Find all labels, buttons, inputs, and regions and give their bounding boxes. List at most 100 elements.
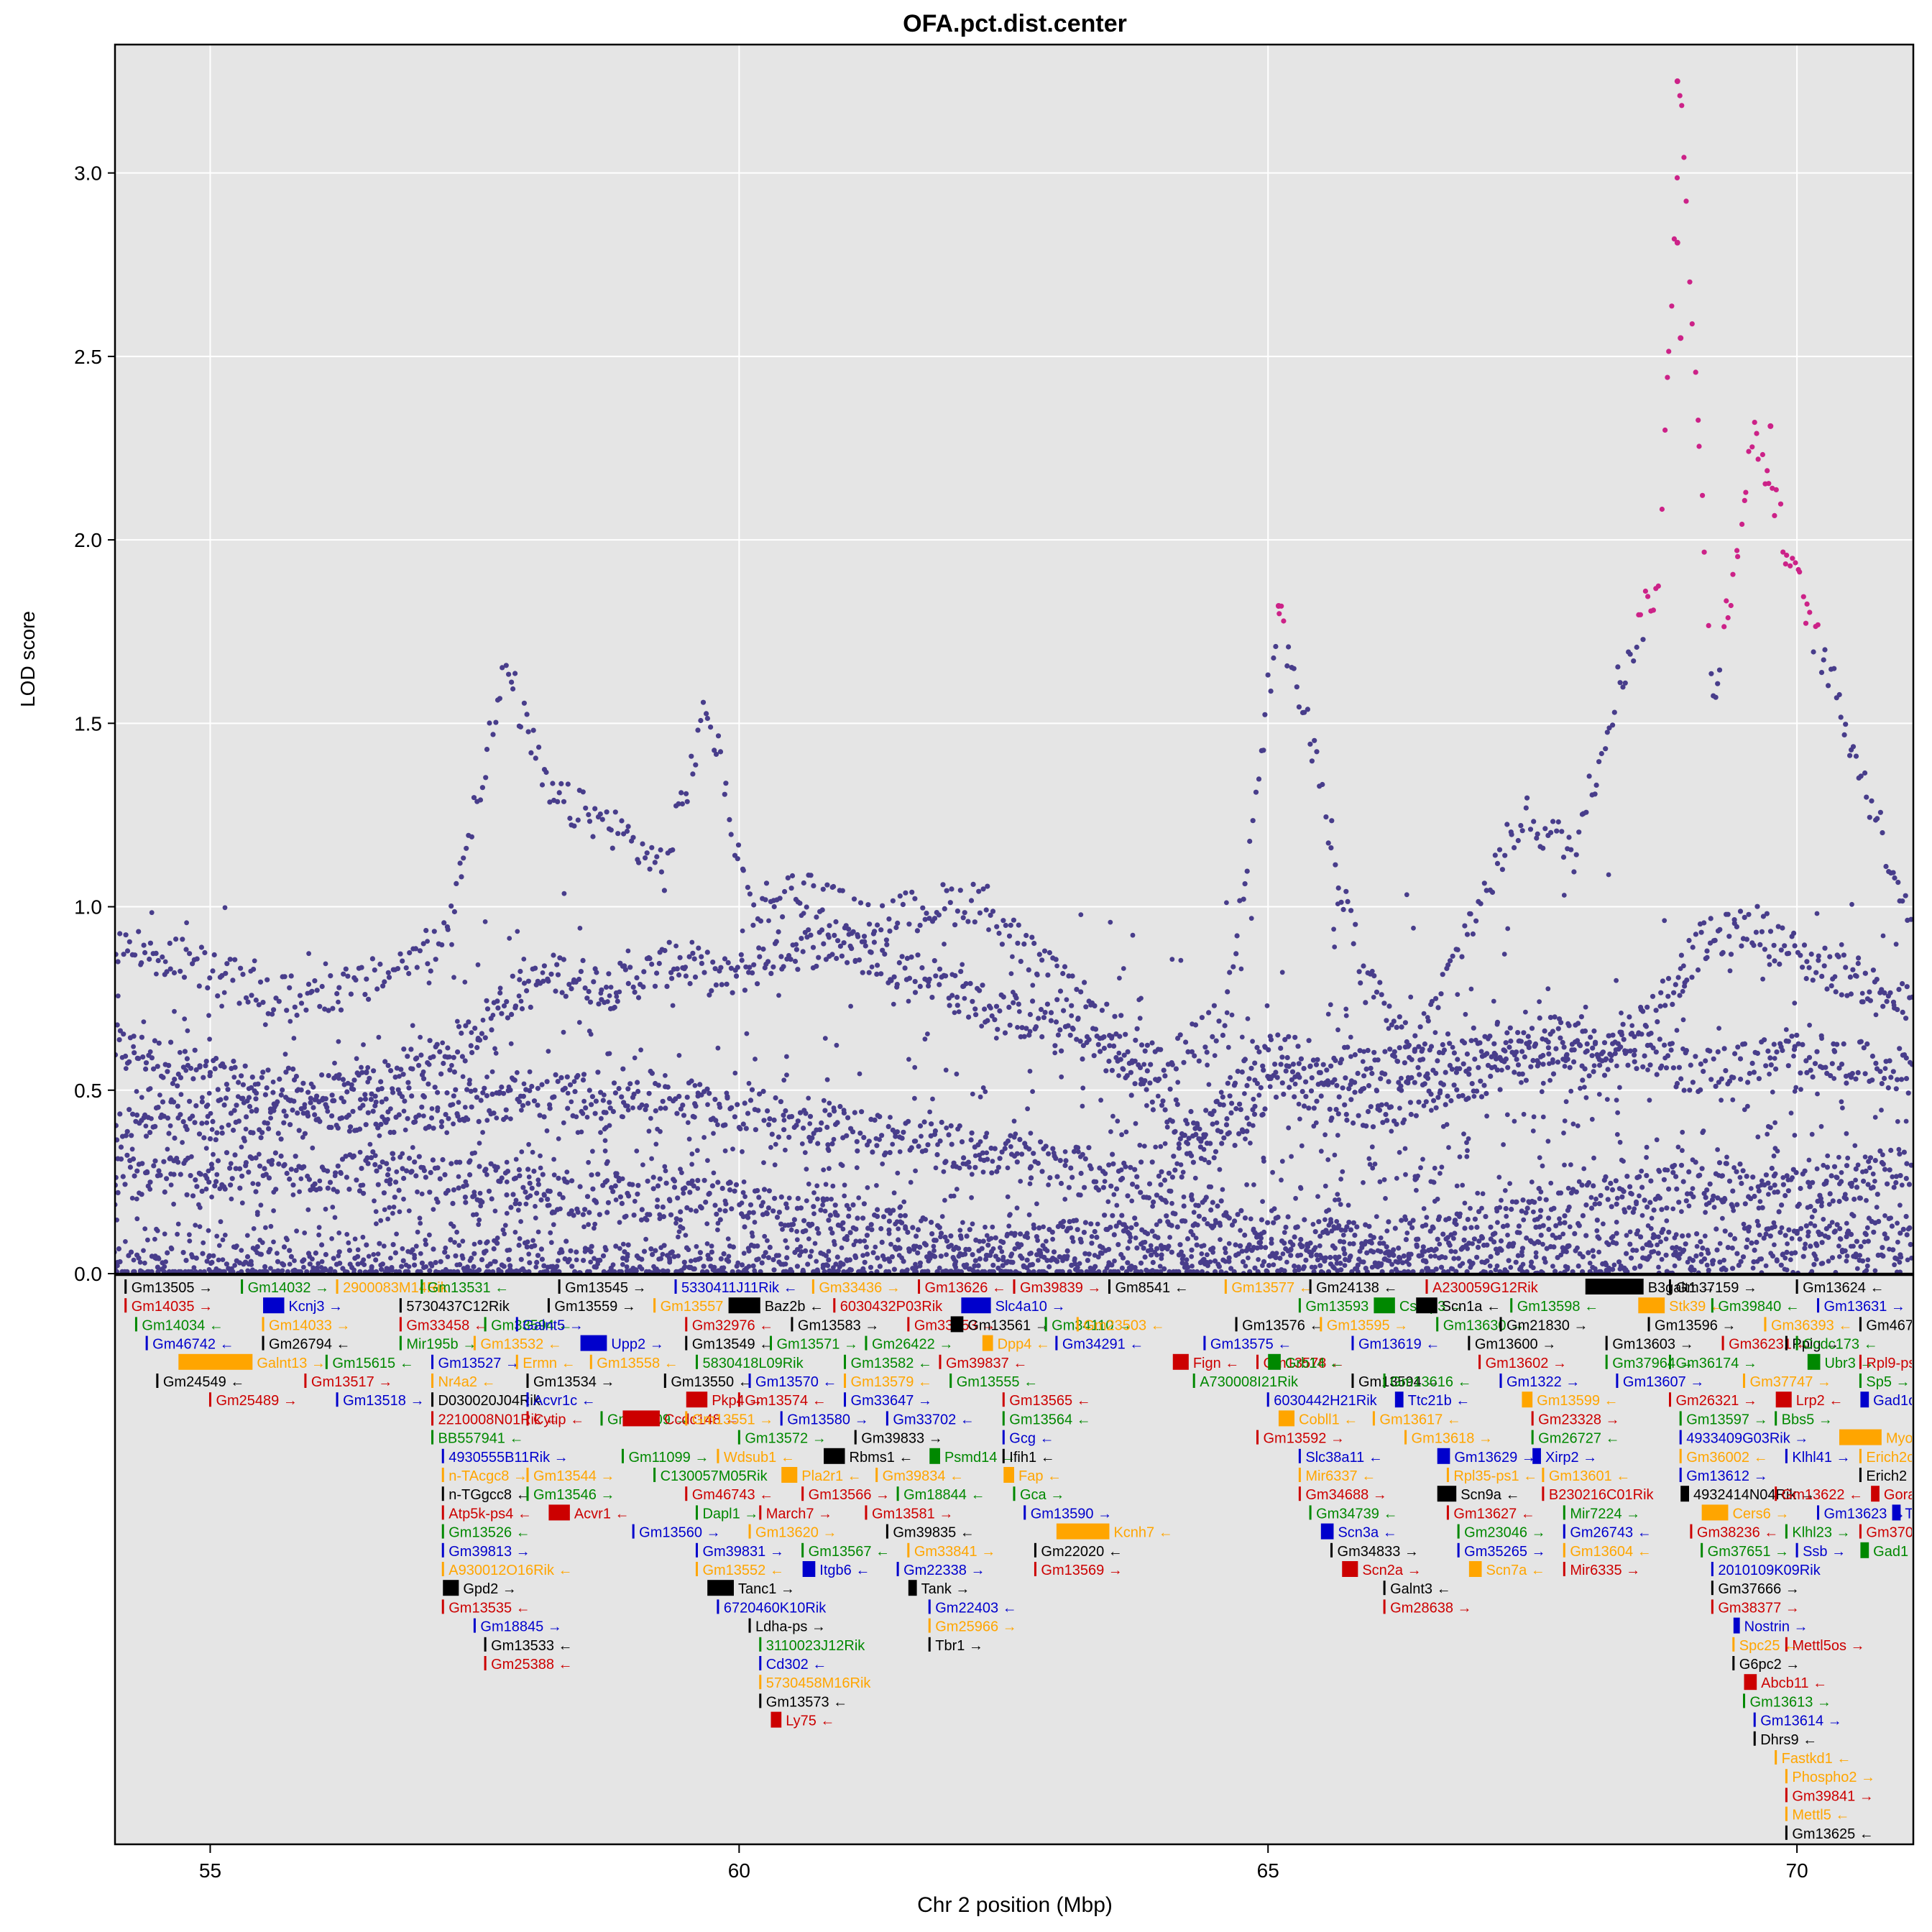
- lod-point: [699, 954, 704, 960]
- lod-point: [1355, 1070, 1361, 1076]
- lod-point: [1605, 1197, 1611, 1202]
- lod-point: [1782, 1266, 1788, 1272]
- lod-point: [374, 986, 380, 992]
- lod-point: [649, 1070, 656, 1076]
- lod-point: [1843, 722, 1849, 727]
- lod-point: [457, 860, 463, 866]
- lod-point: [535, 1103, 540, 1108]
- lod-point: [1586, 1179, 1592, 1186]
- lod-point: [359, 1070, 365, 1075]
- lod-point: [1608, 1180, 1614, 1186]
- lod-point: [1472, 1216, 1478, 1222]
- lod-point: [1712, 937, 1718, 943]
- lod-point: [1715, 681, 1721, 686]
- lod-point: [404, 1168, 410, 1174]
- lod-point: [1080, 1056, 1085, 1062]
- lod-point: [438, 1123, 445, 1130]
- lod-point: [1609, 1204, 1614, 1210]
- lod-point: [1099, 1008, 1105, 1013]
- lod-point: [429, 1106, 435, 1111]
- lod-point: [319, 1242, 325, 1248]
- lod-point: [1704, 1187, 1710, 1193]
- lod-point: [427, 1268, 433, 1274]
- lod-point: [501, 1090, 507, 1096]
- lod-point: [230, 978, 236, 983]
- lod-point: [1246, 1121, 1252, 1127]
- lod-point: [1078, 1239, 1084, 1245]
- lod-point: [1342, 1102, 1348, 1108]
- lod-point: [1614, 1241, 1619, 1246]
- lod-point: [1457, 1066, 1463, 1072]
- lod-point: [1354, 1224, 1360, 1230]
- lod-point: [1292, 1234, 1297, 1240]
- lod-point: [635, 1182, 641, 1188]
- lod-point: [724, 1095, 730, 1101]
- lod-point: [561, 1029, 566, 1035]
- lod-point: [256, 1002, 262, 1008]
- lod-point: [580, 957, 586, 963]
- lod-point: [643, 855, 648, 861]
- lod-point: [188, 1065, 194, 1071]
- lod-point: [1193, 1236, 1199, 1241]
- lod-point: [668, 1212, 674, 1218]
- lod-point: [423, 1264, 429, 1269]
- lod-point: [117, 1028, 123, 1034]
- lod-point: [263, 1172, 269, 1177]
- lod-point: [1558, 1020, 1564, 1026]
- lod-point: [1803, 975, 1809, 982]
- lod-point: [1162, 1073, 1168, 1079]
- lod-point: [1272, 1062, 1278, 1067]
- lod-point: [902, 1213, 908, 1218]
- lod-point: [1647, 1062, 1653, 1068]
- lod-point: [435, 1090, 441, 1095]
- lod-point: [1240, 1128, 1246, 1135]
- lod-point: [167, 940, 172, 946]
- lod-point: [166, 1062, 172, 1068]
- lod-point: [157, 1172, 163, 1178]
- lod-point: [290, 1182, 296, 1188]
- lod-point: [520, 1093, 527, 1099]
- lod-point: [687, 1190, 693, 1195]
- lod-point: [1858, 1039, 1864, 1044]
- lod-point: [1341, 1246, 1346, 1251]
- lod-point: [1754, 903, 1760, 909]
- lod-point: [1547, 1015, 1553, 1021]
- lod-point: [565, 1105, 571, 1111]
- lod-point: [1085, 1258, 1090, 1264]
- lod-point: [182, 1049, 188, 1054]
- lod-point: [709, 1249, 715, 1255]
- lod-point: [123, 1133, 129, 1138]
- lod-point: [1146, 1195, 1152, 1201]
- lod-point: [417, 1215, 423, 1221]
- lod-point: [1352, 1090, 1358, 1095]
- lod-point: [369, 1091, 374, 1097]
- lod-point: [335, 1125, 341, 1131]
- lod-point: [901, 1129, 906, 1135]
- lod-point: [897, 1246, 903, 1251]
- lod-point: [704, 715, 711, 722]
- lod-point: [205, 985, 211, 990]
- lod-point: [993, 1235, 998, 1241]
- lod-point: [977, 988, 983, 993]
- lod-point: [197, 1224, 203, 1229]
- lod-point: [278, 1092, 284, 1098]
- lod-point: [1474, 1224, 1480, 1230]
- lod-point: [1591, 1063, 1597, 1068]
- lod-point: [290, 1107, 295, 1113]
- lod-point: [592, 806, 598, 811]
- lod-point: [894, 1129, 900, 1135]
- lod-point: [1694, 1231, 1700, 1237]
- lod-point: [1471, 1236, 1477, 1242]
- lod-point: [1576, 1021, 1581, 1026]
- lod-point: [298, 1106, 304, 1112]
- lod-point: [364, 976, 369, 982]
- lod-point: [878, 1225, 884, 1232]
- lod-point: [1352, 1052, 1358, 1058]
- lod-point: [1306, 1105, 1312, 1111]
- lod-point: [925, 1142, 931, 1148]
- lod-point: [1159, 1103, 1165, 1108]
- lod-point: [1128, 1070, 1133, 1075]
- lod-point: [305, 981, 312, 987]
- lod-point: [886, 1123, 891, 1129]
- lod-point: [1057, 1027, 1063, 1033]
